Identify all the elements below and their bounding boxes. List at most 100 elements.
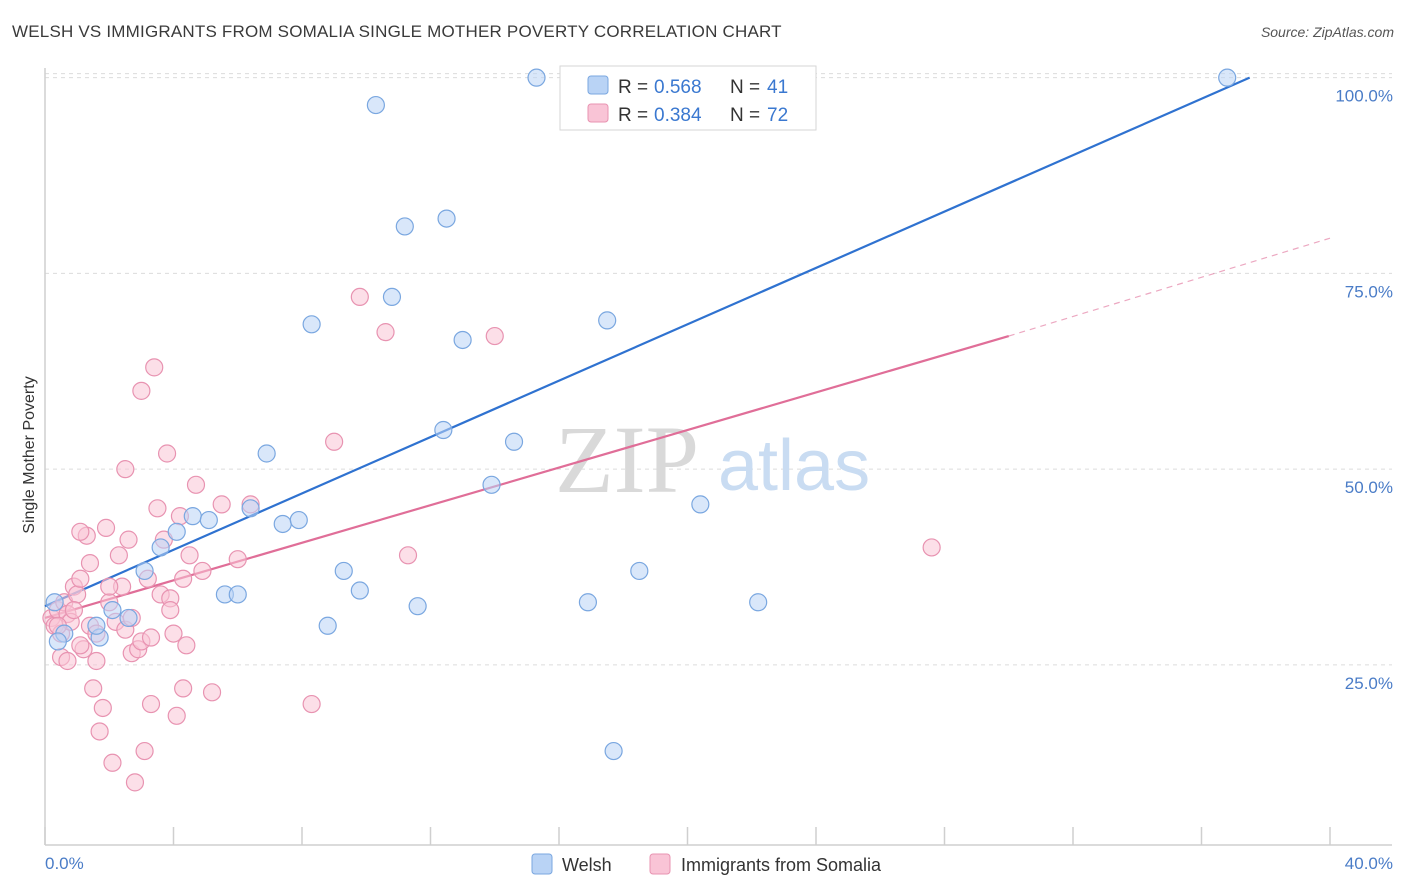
data-points [42,68,1237,792]
somalia-point [350,287,369,306]
somalia-point [87,651,106,671]
somalia-point [135,741,154,761]
welsh-point [504,432,524,451]
somalia-point [80,554,100,573]
somalia-point [228,550,247,569]
welsh-point [578,593,598,612]
source-credit: Source: ZipAtlas.com [1260,24,1394,40]
somalia-point [325,432,344,451]
somalia-point [109,546,128,565]
series-legend: Welsh Immigrants from Somalia [531,853,882,875]
welsh-point [334,561,353,581]
somalia-point [125,773,145,792]
watermark: ZIP atlas [555,406,870,513]
legend-n-label-welsh: N = [730,77,760,98]
legend-n-label-somalia: N = [730,105,760,126]
watermark-zip: ZIP [555,406,699,513]
welsh-point [350,581,369,600]
somalia-point [96,518,116,537]
somalia-point [174,569,193,588]
welsh-point [119,608,138,628]
y-tick-label: 75.0% [1345,282,1393,301]
legend-r-value-welsh: 0.568 [654,77,702,98]
y-tick-label: 25.0% [1345,674,1393,693]
welsh-point [395,217,414,236]
legend-r-value-somalia: 0.384 [654,105,702,126]
welsh-point [167,522,186,541]
welsh-point [103,600,122,620]
legend-swatch-somalia [587,103,609,123]
welsh-point [241,499,260,518]
somalia-point [376,323,395,342]
welsh-point [749,593,768,612]
somalia-point [174,679,193,698]
welsh-point [598,311,617,330]
somalia-point [148,499,167,518]
y-tick-label: 50.0% [1345,478,1393,497]
legend-r-label-welsh: R = [618,77,648,98]
somalia-point [119,530,138,549]
somalia-point [68,585,87,604]
welsh-point [302,315,321,334]
correlation-legend: R = 0.568 N = 41 R = 0.384 N = 72 [559,65,817,131]
somalia-point [922,538,941,557]
welsh-point [199,510,218,530]
welsh-point [183,507,202,526]
welsh-point [630,561,649,581]
welsh-point [434,420,453,440]
chart-title: WELSH VS IMMIGRANTS FROM SOMALIA SINGLE … [12,22,782,41]
welsh-point [318,616,337,635]
somalia-point [71,522,90,541]
somalia-point [157,444,177,463]
x-tick-label-max: 40.0% [1345,854,1393,873]
somalia-point [161,600,180,620]
gridlines [45,73,1392,666]
somalia-point [164,624,183,643]
somalia-point [302,694,321,714]
welsh-point [482,475,501,494]
somalia-point [202,683,222,702]
somalia-point [212,495,231,514]
somalia-point [145,358,164,377]
legend-n-value-somalia: 72 [767,105,788,126]
somalia-point [71,636,90,655]
x-tick-label-min: 0.0% [45,854,84,873]
somalia-point [141,694,161,714]
y-axis-label: Single Mother Poverty [21,376,38,533]
somalia-point [180,546,199,565]
welsh-point [273,514,292,534]
welsh-point [87,616,106,635]
welsh-point [228,585,247,604]
y-tick-label: 100.0% [1335,87,1393,106]
welsh-trend-line [44,76,1251,608]
somalia-point [58,651,77,671]
welsh-point [366,95,385,115]
welsh-point [1218,68,1237,87]
somalia-point [193,561,212,581]
welsh-point [45,593,64,612]
bottom-legend-label-welsh: Welsh [562,855,612,875]
welsh-point [289,510,308,530]
welsh-point [382,287,402,306]
somalia-point [141,628,161,647]
somalia-point [84,679,103,698]
welsh-point [135,561,154,581]
somalia-point [186,475,206,494]
legend-swatch-welsh [587,75,609,95]
watermark-atlas: atlas [718,426,870,506]
somalia-point [93,698,112,718]
welsh-point [453,330,472,350]
trend-lines [44,76,1331,619]
welsh-point [257,444,276,463]
somalia-point [167,706,186,725]
welsh-point [151,538,170,557]
somalia-point [90,722,109,741]
somalia-trend-extension [1008,237,1331,337]
somalia-point [71,569,90,588]
welsh-point [604,741,623,761]
bottom-legend-swatch-somalia [649,853,671,875]
welsh-point [408,597,427,616]
welsh-point [437,209,456,228]
bottom-legend-swatch-welsh [531,853,553,875]
somalia-point [177,636,196,655]
